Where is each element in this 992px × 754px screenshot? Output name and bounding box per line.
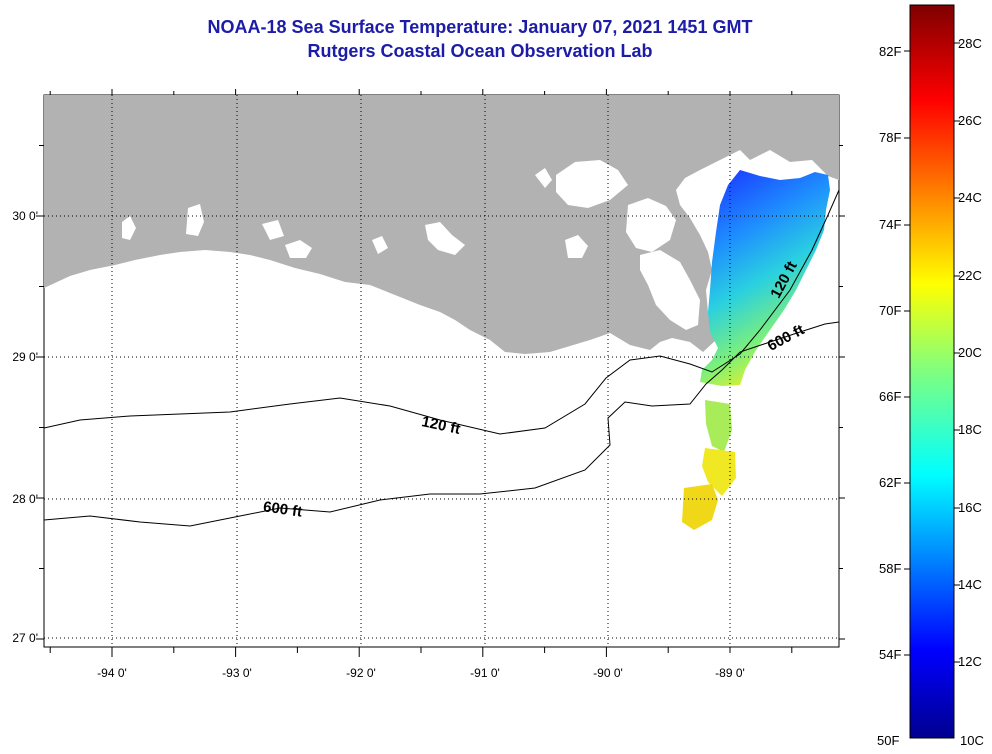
colorbar-c-label: 16C: [958, 500, 982, 515]
colorbar-f-label: 82F: [879, 44, 901, 59]
colorbar-f-label: 62F: [879, 475, 901, 490]
lat-label: 27 0': [12, 631, 38, 645]
colorbar-c-label: 10C: [960, 733, 984, 748]
colorbar-c-label: 22C: [958, 268, 982, 283]
lake: [535, 168, 552, 188]
lat-label: 28 0': [12, 492, 38, 506]
map-title: NOAA-18 Sea Surface Temperature: January…: [207, 17, 753, 37]
colorbar-f-label: 74F: [879, 217, 901, 232]
lon-label: -92 0': [346, 666, 376, 680]
lon-label: -93 0': [222, 666, 252, 680]
map-subtitle: Rutgers Coastal Ocean Observation Lab: [307, 41, 653, 61]
lon-label: -90 0': [593, 666, 623, 680]
sst-patch: [705, 400, 732, 452]
colorbar-c-label: 14C: [958, 577, 982, 592]
lat-label: 29 0': [12, 350, 38, 364]
colorbar-c-label: 18C: [958, 422, 982, 437]
colorbar-f-label: 70F: [879, 303, 901, 318]
colorbar-c-label: 12C: [958, 654, 982, 669]
colorbar-f-label: 50F: [877, 733, 899, 748]
delta-marsh: [640, 250, 700, 330]
lake: [285, 240, 312, 258]
lake: [372, 236, 388, 254]
lat-label: 30 0': [12, 209, 38, 223]
lon-label: -89 0': [715, 666, 745, 680]
lake: [122, 216, 136, 240]
colorbar-c-label: 20C: [958, 345, 982, 360]
contour-120ft: [44, 189, 839, 435]
lon-label: -91 0': [470, 666, 500, 680]
colorbar-ticks: [904, 42, 960, 663]
contour-600ft: [44, 321, 839, 527]
colorbar-c-label: 28C: [958, 36, 982, 51]
lake: [262, 220, 284, 240]
sst-patch: [702, 448, 736, 496]
lake: [186, 204, 204, 236]
colorbar-f-label: 78F: [879, 130, 901, 145]
colorbar-c-label: 24C: [958, 190, 982, 205]
lake: [565, 235, 588, 258]
colorbar-f-label: 66F: [879, 389, 901, 404]
colorbar-f-label: 54F: [879, 647, 901, 662]
colorbar-f-label: 58F: [879, 561, 901, 576]
lon-label: -94 0': [97, 666, 127, 680]
lake: [626, 198, 676, 252]
contour-label-600ft: 600 ft: [262, 498, 303, 520]
axis-ticks: [36, 89, 845, 657]
colorbar-c-label: 26C: [958, 113, 982, 128]
delta-marsh: [680, 176, 718, 204]
sst-swath: [700, 170, 830, 386]
sst-patch: [682, 484, 718, 530]
graticule: [44, 95, 839, 647]
lake: [425, 222, 465, 255]
lake: [556, 160, 628, 208]
colorbar: [909, 4, 955, 739]
